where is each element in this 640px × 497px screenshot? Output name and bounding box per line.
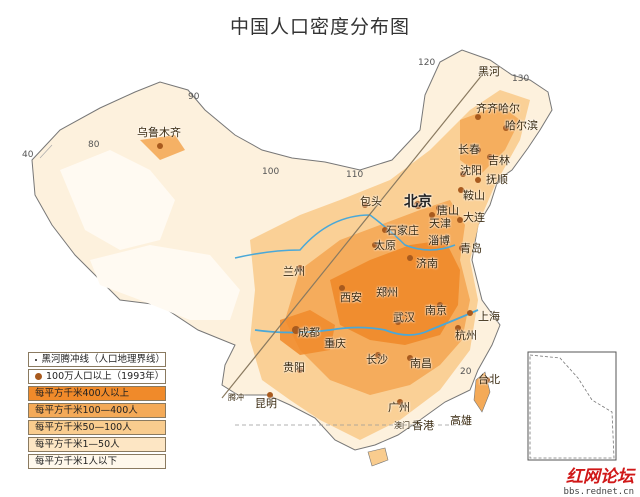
highest-density [330,240,460,345]
city-qingdao: 青岛 [460,242,482,255]
legend-line-label: 黑河腾冲线（人口地理界线） [41,354,165,365]
city-hongkong: 香港 [412,419,434,432]
city-anshan: 鞍山 [463,189,485,202]
city-heihe: 黑河 [478,65,500,78]
city-wulumuqi: 乌鲁木齐 [137,126,181,139]
legend-city-label: 100万人口以上（1993年） [46,371,165,382]
city-shenyang: 沈阳 [460,164,482,177]
sparse-tibet [90,245,240,320]
city-zhengzhou: 郑州 [376,286,398,299]
city-jinan: 济南 [416,257,438,270]
city-hangzhou: 杭州 [455,329,477,342]
city-taibei: 台北 [478,373,500,386]
city-xian: 西安 [340,291,362,304]
legend-line-item: 黑河腾冲线（人口地理界线） [28,352,166,367]
city-fushun: 抚顺 [486,173,508,186]
yangtze-river [254,309,479,336]
watermark-logo: 红网论坛 [566,467,634,487]
lon-120-label: 120 [418,58,436,68]
line-swatch [35,358,38,361]
sparse-west [60,150,175,250]
city-chengdu: 成都 [298,326,320,339]
city-baotou: 包头 [360,195,382,208]
legend-class-label: 每平方千米1人以下 [35,456,118,467]
lon-40-tick [39,144,53,159]
city-shanghai: 上海 [478,310,500,323]
legend-class-label: 每平方千米100—400人 [35,405,138,416]
city-dot-swatch [35,373,42,380]
city-aomen: 澳门 [394,421,410,430]
legend-class-below-1: 每平方千米1人以下 [28,454,166,469]
city-changchun: 长春 [458,143,480,156]
city-jilin: 吉林 [488,154,510,167]
lon-90-label: 90 [188,92,200,102]
legend-class-1-50: 每平方千米1—50人 [28,437,166,452]
hainan-island [367,447,389,467]
city-zibo: 淄博 [428,234,450,247]
legend-class-label: 每平方千米50—100人 [35,422,132,433]
heihe-tengchong-line [221,74,483,399]
legend-class-label: 每平方千米400人以上 [35,388,130,399]
legend-city-item: 100万人口以上（1993年） [28,369,166,384]
northeast-plain [460,105,520,175]
map-legend: 黑河腾冲线（人口地理界线） 100万人口以上（1993年） 每平方千米400人以… [28,352,166,471]
city-qiqihaer: 齐齐哈尔 [476,102,520,115]
city-dots [157,114,509,405]
city-haerbin: 哈尔滨 [505,119,538,132]
inset-coast [529,354,615,459]
city-changsha: 长沙 [366,353,388,366]
city-beijing: 北京 [404,194,432,210]
lon-80-label: 80 [88,140,100,150]
city-kunming: 昆明 [255,397,277,410]
legend-class-label: 每平方千米1—50人 [35,439,120,450]
city-gaoxiong: 高雄 [450,414,472,427]
city-guiyang: 贵阳 [283,361,305,374]
lon-100-label: 100 [262,167,280,177]
city-shijiazhuang: 石家庄 [386,224,419,237]
city-lanzhou: 兰州 [283,265,305,278]
city-wuhan: 武汉 [393,311,415,324]
yellow-river [234,214,456,259]
city-dalian: 大连 [463,211,485,224]
map-title: 中国人口密度分布图 [229,16,410,38]
lon-130-label: 130 [512,74,530,84]
city-tangshan: 唐山 [437,204,459,217]
legend-class-400: 每平方千米400人以上 [28,386,166,401]
city-taiyuan: 太原 [374,239,396,252]
lat-20-label: 20 [460,367,472,377]
legend-class-50-100: 每平方千米50—100人 [28,420,166,435]
city-nanchang: 南昌 [410,357,432,370]
forum-watermark: 红网论坛 bbs.rednet.cn [564,462,634,497]
legend-class-100-400: 每平方千米100—400人 [28,403,166,418]
watermark-url: bbs.rednet.cn [563,487,634,497]
city-chongqing: 重庆 [324,337,346,350]
south-sea-inset [527,351,617,461]
city-tianjin: 天津 [429,217,451,230]
city-tengchong: 腾冲 [228,393,244,402]
lon-110-label: 110 [346,170,364,180]
city-nanjing: 南京 [425,304,447,317]
lon-40-label: 40 [22,150,34,160]
city-guangzhou: 广州 [388,401,410,414]
